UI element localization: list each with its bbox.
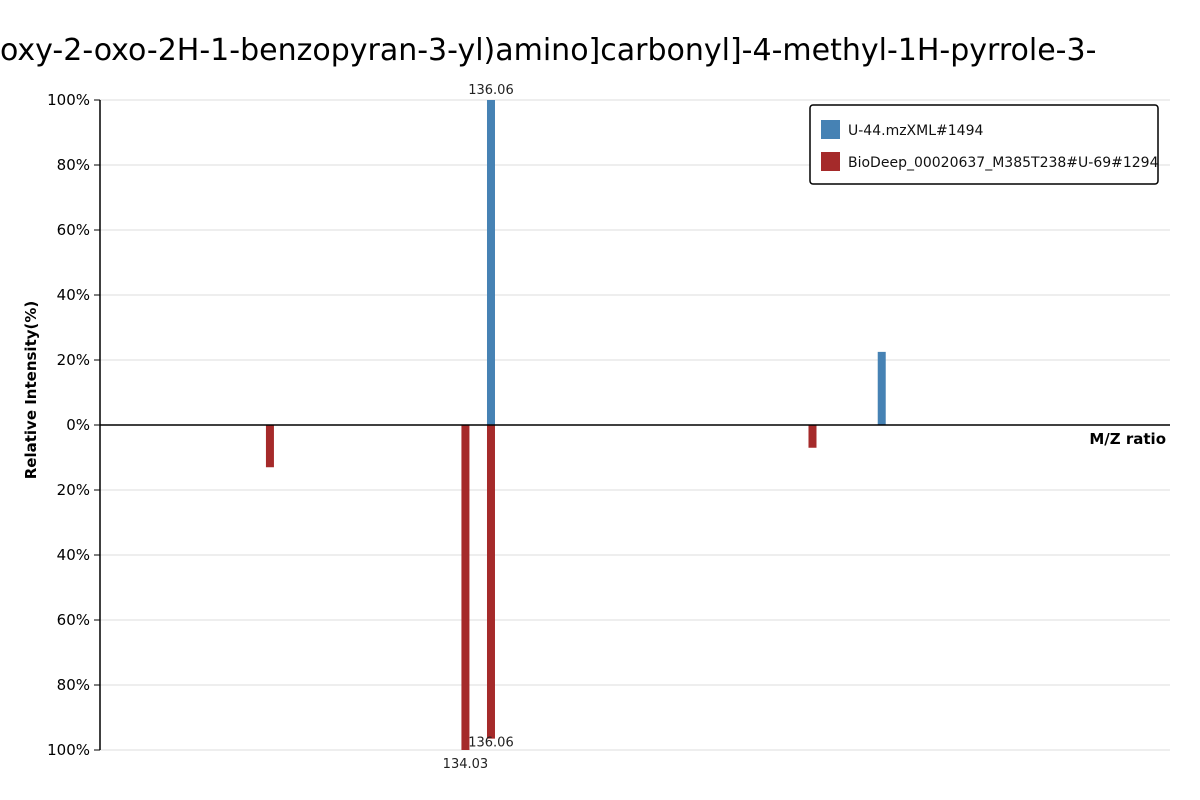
peak-label: 136.06 <box>468 736 514 751</box>
y-tick-label: 60% <box>57 611 90 629</box>
y-tick-label: 60% <box>57 221 90 239</box>
axes <box>99 100 1170 750</box>
x-axis-title: M/Z ratio <box>1089 430 1166 448</box>
legend-label: U-44.mzXML#1494 <box>848 123 983 139</box>
peak-label: 136.06 <box>468 83 514 98</box>
peak-bars <box>265 100 886 750</box>
grid-lines <box>100 99 1170 751</box>
peak-label: 134.03 <box>443 757 489 772</box>
legend-label: BioDeep_00020637_M385T238#U-69#1294 <box>848 155 1159 171</box>
y-tick-label: 20% <box>57 351 90 369</box>
y-axis-title: Relative Intensity(%) <box>22 301 40 480</box>
reference-peak-bar <box>461 425 470 750</box>
y-tick-label: 0% <box>66 416 90 434</box>
y-tick-label: 100% <box>47 91 90 109</box>
legend-swatch <box>821 120 840 139</box>
y-tick-label: 40% <box>57 286 90 304</box>
y-tick-label: 80% <box>57 156 90 174</box>
query-peak-bar <box>877 351 886 425</box>
y-tick-labels: 100% 80% 60% 40% 20% 0% 20% 40% 60% 80% 100% <box>47 91 100 759</box>
y-tick-label: 80% <box>57 676 90 694</box>
y-tick-label: 100% <box>47 741 90 759</box>
y-tick-label: 20% <box>57 481 90 499</box>
legend-swatch <box>821 152 840 171</box>
y-tick-label: 40% <box>57 546 90 564</box>
legend-box <box>809 104 1159 185</box>
reference-peak-bar <box>486 425 495 739</box>
reference-peak-bar <box>808 425 817 448</box>
query-peak-bar <box>486 100 495 425</box>
legend: U-44.mzXML#1494 BioDeep_00020637_M385T238… <box>809 104 1159 185</box>
reference-peak-bar <box>265 425 274 468</box>
chart-title: oxy-2-oxo-2H-1-benzopyran-3-yl)amino]car… <box>0 33 1096 68</box>
peak-labels: 136.06 134.03 136.06 <box>443 83 514 772</box>
